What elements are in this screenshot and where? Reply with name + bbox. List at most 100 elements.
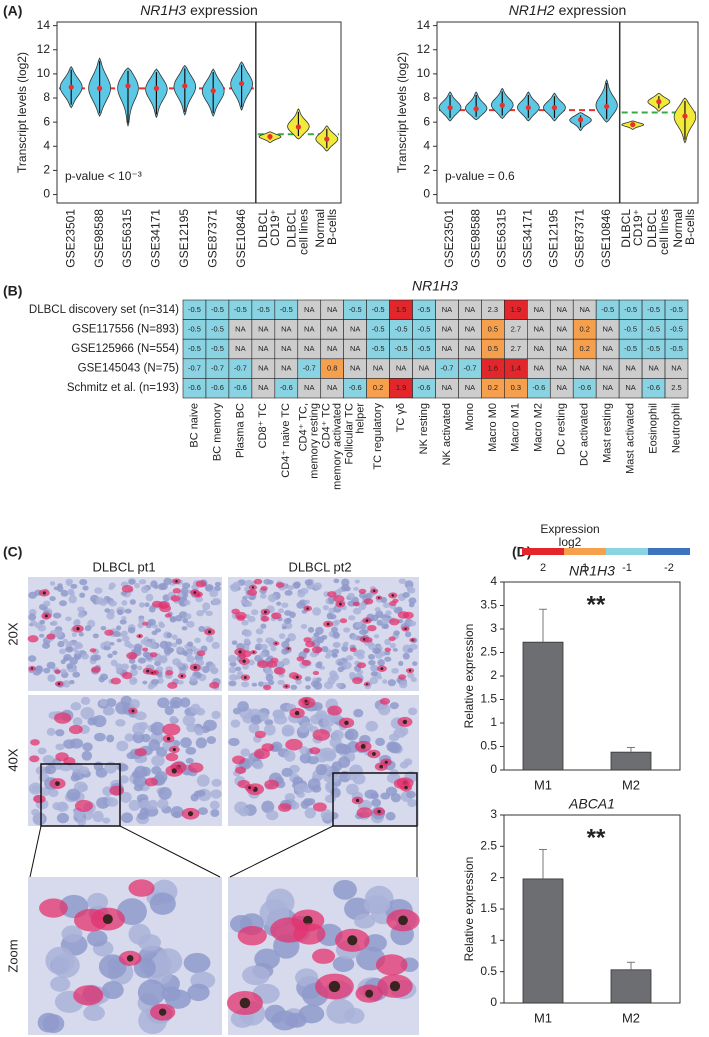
- nucleus: [232, 707, 241, 715]
- nucleus: [157, 697, 170, 709]
- nucleus: [108, 600, 118, 607]
- nucleus: [190, 793, 199, 802]
- nucleus: [310, 680, 320, 688]
- stain: [27, 635, 39, 643]
- stain-dot: [384, 760, 388, 764]
- x-tick-label: cell lines: [657, 209, 671, 255]
- stain: [195, 580, 207, 588]
- x-tick-label: DLBCL: [645, 209, 659, 248]
- chart-title: NR1H3: [412, 278, 458, 294]
- nucleus: [55, 743, 65, 751]
- cell-label: 1.4: [511, 364, 521, 373]
- zoom-box: [332, 772, 418, 827]
- cell-label: -0.5: [188, 305, 201, 314]
- cell-label: -0.7: [441, 364, 454, 373]
- cell-label: 0.2: [373, 383, 383, 392]
- nucleus: [333, 879, 357, 900]
- median-point: [295, 124, 301, 130]
- stain-dot: [365, 989, 374, 998]
- annotation: p-value < 10⁻³: [65, 169, 142, 183]
- nucleus: [77, 606, 85, 613]
- column-label: Mono: [464, 403, 476, 431]
- nucleus: [153, 584, 159, 589]
- nucleus: [259, 593, 267, 599]
- nucleus: [182, 651, 188, 656]
- nucleus: [276, 601, 282, 606]
- column-label: BC memory: [211, 403, 223, 462]
- nucleus: [92, 715, 107, 728]
- nucleus: [388, 733, 400, 742]
- nucleus: [281, 767, 293, 778]
- stain: [254, 730, 266, 739]
- nucleus: [84, 625, 92, 632]
- cell-label: -0.5: [418, 344, 431, 353]
- stain-dot: [175, 580, 178, 583]
- nucleus: [182, 714, 196, 727]
- nucleus: [74, 654, 82, 660]
- nucleus: [94, 587, 103, 594]
- nucleus: [236, 643, 245, 650]
- nucleus: [210, 809, 220, 818]
- nucleus: [284, 793, 296, 802]
- nucleus: [148, 739, 161, 751]
- nucleus: [324, 794, 336, 803]
- cell-label: NA: [557, 383, 567, 392]
- stain-dot: [306, 607, 309, 610]
- nucleus: [53, 586, 59, 591]
- nucleus: [338, 756, 351, 768]
- nucleus: [407, 798, 417, 808]
- nucleus: [196, 789, 206, 797]
- cell-label: NA: [327, 383, 337, 392]
- x-tick-label: GSE87371: [205, 209, 219, 268]
- stain-dot: [365, 683, 368, 686]
- nucleus: [230, 719, 241, 728]
- nucleus: [382, 602, 390, 608]
- cell-label: NA: [304, 344, 314, 353]
- nucleus: [119, 619, 127, 625]
- nucleus: [412, 661, 418, 666]
- stain-dot: [294, 710, 300, 716]
- stain: [296, 656, 305, 662]
- stain-dot: [193, 665, 197, 670]
- stain: [209, 681, 220, 689]
- stain: [121, 585, 134, 593]
- nucleus: [295, 968, 319, 987]
- nucleus: [77, 612, 85, 618]
- y-axis-label: Relative expression: [462, 857, 476, 962]
- cell-label: NA: [465, 305, 475, 314]
- cell-label: -0.5: [624, 305, 637, 314]
- nucleus: [329, 773, 340, 783]
- nucleus: [49, 596, 56, 602]
- legend-swatch: [522, 548, 564, 555]
- stain: [134, 748, 147, 757]
- plot-frame: [436, 21, 699, 204]
- nucleus: [73, 781, 88, 793]
- nucleus: [46, 661, 56, 669]
- nucleus: [92, 633, 99, 639]
- stain: [388, 636, 396, 642]
- y-tick-label: 12: [37, 42, 51, 56]
- nucleus: [242, 663, 250, 670]
- nucleus: [158, 622, 166, 629]
- legend-title: Expression: [540, 522, 599, 536]
- nucleus: [56, 812, 70, 824]
- x-tick-label: B-cells: [325, 209, 339, 245]
- row-label: DLBCL discovery set (n=314): [29, 304, 179, 316]
- nucleus: [375, 610, 384, 619]
- cell-label: NA: [304, 324, 314, 333]
- stain-dot: [158, 1008, 167, 1016]
- stain: [194, 593, 201, 598]
- stain: [39, 898, 68, 918]
- stain: [309, 747, 321, 755]
- cell-label: NA: [534, 364, 544, 373]
- x-tick-label: GSE23501: [442, 209, 456, 268]
- annotation: **: [587, 591, 606, 618]
- nucleus: [63, 656, 70, 662]
- x-tick-label: M2: [622, 777, 640, 792]
- nucleus: [196, 774, 210, 787]
- nucleus: [385, 786, 398, 796]
- nucleus: [28, 613, 37, 621]
- nucleus: [384, 650, 391, 656]
- stain-dot: [187, 811, 194, 817]
- stain: [312, 948, 336, 964]
